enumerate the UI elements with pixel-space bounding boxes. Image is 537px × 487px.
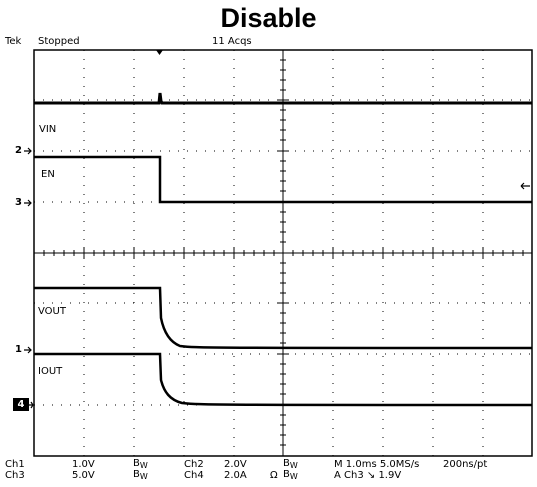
channel-marker-4: 4	[13, 398, 29, 411]
ch1-bw-limit: BW	[133, 458, 148, 470]
acquisition-count: 11 Acqs	[212, 36, 252, 47]
timebase-readout: M 1.0ms 5.0MS/s	[334, 459, 420, 470]
trace-vout	[34, 286, 533, 350]
ch2-scale: 2.0V	[224, 459, 247, 470]
resolution-readout: 200ns/pt	[443, 459, 488, 470]
ohm-icon: Ω	[270, 470, 278, 481]
ch4-level-arrow	[29, 401, 34, 409]
ch3-scale: 5.0V	[72, 470, 95, 481]
label-en: EN	[41, 169, 55, 180]
label-vout: VOUT	[38, 306, 66, 317]
acquisition-state: Stopped	[38, 36, 80, 47]
trace-vin	[34, 92, 532, 105]
ch3-level-arrow	[24, 199, 32, 207]
page-title: Disable	[220, 3, 317, 33]
ch1-label: Ch1	[5, 459, 25, 470]
label-iout: IOUT	[38, 366, 63, 377]
ch4-scale: 2.0A	[224, 470, 247, 481]
trigger-readout: A Ch3 ↘ 1.9V	[334, 470, 402, 481]
ch2-bw-limit: BW	[283, 458, 298, 470]
trigger-level-arrow	[520, 182, 530, 190]
ch3-bw-limit: BW	[133, 469, 148, 481]
trace-iout	[34, 352, 533, 407]
channel-marker-3: 3	[15, 197, 22, 208]
scope-brand: Tek	[5, 36, 22, 47]
ch1-level-arrow	[24, 346, 32, 354]
ch2-level-arrow	[24, 147, 32, 155]
ch2-label: Ch2	[184, 459, 204, 470]
channel-marker-2: 2	[15, 145, 22, 156]
trace-en	[34, 155, 532, 204]
ch1-scale: 1.0V	[72, 459, 95, 470]
ch4-bw-limit: BW	[283, 469, 298, 481]
trigger-position-marker	[156, 50, 163, 55]
ch3-label: Ch3	[5, 470, 25, 481]
label-vin: VIN	[39, 124, 57, 135]
ch4-label: Ch4	[184, 470, 204, 481]
channel-marker-1: 1	[15, 344, 22, 355]
